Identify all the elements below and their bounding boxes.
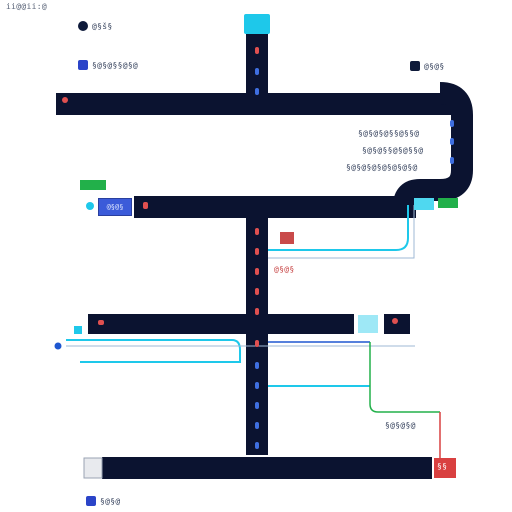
connector-cyan-1	[268, 205, 409, 251]
legend-label-2: §@§@§§@§@	[92, 61, 139, 70]
cyan-dot-mid	[86, 202, 94, 210]
note-right-3: §@§@§@§@§@§@§@	[346, 163, 418, 172]
legend-label-1: @§š§	[92, 22, 113, 31]
legend-dot-3	[410, 61, 420, 71]
start-badge[interactable]	[83, 457, 103, 479]
bottom-legend-label: §@§@	[100, 497, 121, 506]
road-spine	[246, 215, 268, 455]
legend-dot-1	[78, 21, 88, 31]
blue-stop-button[interactable]: @§@§	[98, 198, 132, 216]
road-middle	[134, 196, 416, 218]
connector-cyan-2	[66, 339, 241, 363]
cyan-tag-upper[interactable]	[414, 198, 434, 210]
road-upper-curve	[393, 82, 473, 207]
connector-green-3	[369, 342, 440, 413]
road-bottom	[102, 457, 432, 479]
connector-grey-1	[268, 205, 415, 259]
green-tag-upper[interactable]	[438, 198, 458, 208]
blue-dot-left	[54, 342, 62, 350]
road-upper	[56, 93, 456, 115]
end-badge-label: §§	[437, 462, 448, 471]
road-top-stem	[246, 30, 268, 95]
cyan-tag-lower[interactable]	[358, 315, 378, 333]
bottom-legend-dot	[86, 496, 96, 506]
red-stop-label: @§@§	[274, 265, 295, 274]
bottom-note: §@§@§@	[385, 421, 416, 430]
note-right-2: §@§@§§@§@§§@	[362, 146, 424, 155]
cyan-dot-left	[74, 326, 82, 334]
legend-dot-2	[78, 60, 88, 70]
road-lower	[88, 314, 354, 334]
green-tag-left[interactable]	[80, 180, 106, 190]
top-start-node[interactable]	[244, 14, 270, 34]
lane-markers	[62, 47, 454, 449]
note-right-1: §@§@§@§§@§§@	[358, 129, 420, 138]
red-block[interactable]	[280, 232, 294, 244]
diagram-title: ii@@ii:@	[6, 2, 47, 11]
end-badge-bg[interactable]	[434, 458, 456, 478]
road-lower-end	[384, 314, 410, 334]
legend-label-3: @§@§	[424, 62, 445, 71]
